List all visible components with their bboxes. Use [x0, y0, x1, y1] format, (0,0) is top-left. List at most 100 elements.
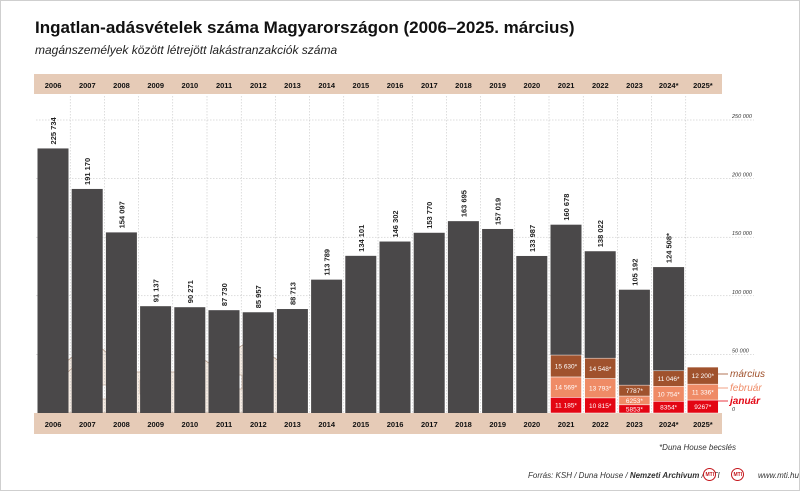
x-tick-label-top: 2013	[284, 81, 301, 90]
bar-value-label: 160 678	[562, 194, 571, 221]
bar-2012	[242, 312, 274, 413]
segment-label: 11 185*	[555, 403, 577, 410]
x-tick-label-top: 2016	[387, 81, 404, 90]
x-tick-label-top: 2024*	[659, 81, 679, 90]
x-tick-label-bottom: 2009	[147, 420, 164, 429]
bar-value-label: 105 192	[630, 259, 639, 286]
x-tick-label-top: 2021	[558, 81, 575, 90]
x-tick-label-bottom: 2014	[318, 420, 336, 429]
bar-2011	[208, 310, 240, 413]
x-tick-label-bottom: 2006	[45, 420, 62, 429]
segment-label: 7787*	[626, 388, 643, 395]
bar-value-label: 124 508*	[665, 233, 674, 263]
bar-value-label: 154 097	[117, 201, 126, 228]
x-tick-label-bottom: 2022	[592, 420, 609, 429]
x-tick-label-bottom: 2013	[284, 420, 301, 429]
bar-value-label: 134 101	[357, 225, 366, 252]
x-tick-label-bottom: 2010	[182, 420, 199, 429]
x-tick-label-top: 2006	[45, 81, 62, 90]
bar-2018	[447, 221, 479, 413]
bar-value-label: 146 302	[391, 210, 400, 237]
bar-value-label: 85 957	[254, 285, 263, 308]
x-tick-label-bottom: 2015	[353, 420, 370, 429]
x-tick-label-bottom: 2023	[626, 420, 643, 429]
x-tick-label-top: 2025*	[693, 81, 713, 90]
segment-label: 11 336*	[692, 390, 714, 397]
y-tick-label: 0	[732, 407, 736, 413]
footnote: *Duna House becslés	[659, 443, 736, 452]
y-tick-label: 100 000	[732, 290, 753, 296]
x-tick-label-top: 2019	[489, 81, 506, 90]
segment-label: 9267*	[694, 404, 711, 411]
segment-label: 15 630*	[555, 364, 578, 371]
bar-2020	[516, 255, 548, 413]
category-band-bottom	[34, 413, 722, 434]
mti-logo-1-text: MTI	[705, 472, 715, 478]
bar-2017	[413, 232, 445, 413]
x-tick-label-top: 2018	[455, 81, 472, 90]
x-tick-label-top: 2023	[626, 81, 643, 90]
mti-logo-2-text: MTI	[733, 472, 743, 478]
bar-2015	[345, 255, 377, 413]
segment-label: 8354*	[660, 405, 677, 412]
segment-label: 10 815*	[589, 403, 612, 410]
bar-value-label: 90 271	[186, 280, 195, 303]
bar-2008	[105, 232, 137, 413]
segment-label: 10 754*	[657, 391, 680, 398]
y-tick-label: 250 000	[731, 114, 753, 120]
legend-february: február	[730, 383, 762, 394]
mti-logo-2	[731, 468, 744, 481]
bar-value-label: 113 789	[323, 249, 332, 276]
x-tick-label-bottom: 2018	[455, 420, 472, 429]
bar-value-label: 163 695	[459, 190, 468, 217]
bar-value-label: 225 734	[49, 117, 58, 145]
segment-label: 14 548*	[589, 366, 612, 373]
y-tick-label: 50 000	[732, 348, 750, 354]
bar-value-label: 88 713	[288, 282, 297, 305]
segment-march-2021	[550, 354, 582, 378]
legend-january: január	[728, 396, 761, 407]
x-tick-label-top: 2008	[113, 81, 130, 90]
legend-march: március	[730, 369, 765, 380]
segment-label: 11 046*	[658, 376, 680, 383]
bar-2016	[379, 241, 411, 413]
x-tick-label-bottom: 2024*	[659, 420, 679, 429]
source-prefix: Forrás: KSH / Duna House /	[528, 471, 630, 480]
bar-value-label: 87 730	[220, 283, 229, 306]
segment-label: 12 200*	[692, 373, 715, 380]
bar-2006	[37, 148, 69, 413]
x-tick-label-top: 2022	[592, 81, 609, 90]
segment-label: 13 793*	[589, 386, 612, 393]
x-tick-label-bottom: 2019	[489, 420, 506, 429]
segment-march-2022	[584, 357, 616, 379]
x-tick-label-top: 2009	[147, 81, 164, 90]
x-tick-label-top: 2011	[216, 81, 232, 90]
x-tick-label-top: 2015	[353, 81, 370, 90]
y-tick-label: 150 000	[732, 231, 753, 237]
x-tick-label-bottom: 2007	[79, 420, 96, 429]
x-tick-label-bottom: 2011	[216, 420, 232, 429]
mti-logo-1	[703, 468, 716, 481]
segment-label: 5853*	[626, 406, 643, 413]
source-line: Forrás: KSH / Duna House / Nemzeti Archí…	[528, 471, 720, 480]
bar-2014	[311, 279, 343, 413]
x-tick-label-bottom: 2012	[250, 420, 267, 429]
segment-march-2024	[652, 370, 685, 387]
bar-2013	[276, 309, 308, 413]
x-tick-label-top: 2014	[318, 81, 336, 90]
segment-label: 14 569*	[555, 385, 578, 392]
bar-2009	[140, 306, 172, 413]
x-tick-label-top: 2012	[250, 81, 267, 90]
segment-march-2025	[687, 366, 719, 385]
x-tick-label-top: 2017	[421, 81, 438, 90]
bar-value-label: 157 019	[494, 198, 503, 225]
website-link[interactable]: www.mti.hu	[758, 471, 799, 480]
y-tick-label: 200 000	[731, 173, 753, 179]
chart-subtitle: magánszemélyek között létrejött lakástra…	[35, 43, 338, 57]
bar-value-label: 133 987	[528, 225, 537, 252]
bar-value-label: 191 170	[83, 158, 92, 185]
x-tick-label-bottom: 2020	[524, 420, 541, 429]
segment-march-2023	[618, 384, 651, 397]
x-tick-label-bottom: 2025*	[693, 420, 713, 429]
